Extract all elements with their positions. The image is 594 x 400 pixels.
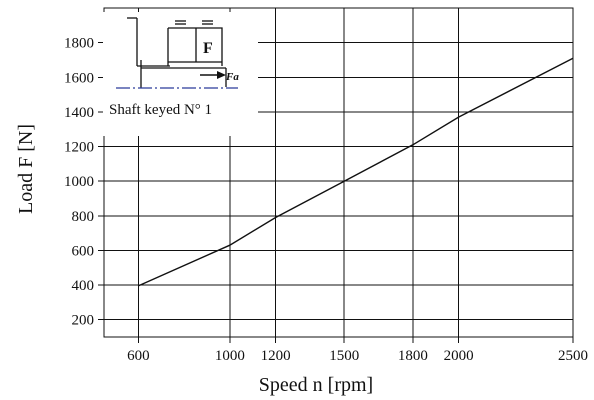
force-label: F — [203, 40, 213, 57]
y-tick-label: 1000 — [64, 174, 94, 190]
y-tick-label: 600 — [72, 243, 95, 259]
y-tick-labels: 200 400 600 800 1000 1200 1400 1600 1800 — [64, 36, 94, 329]
inset-caption: Shaft keyed N° 1 — [109, 102, 212, 118]
y-tick-label: 400 — [72, 278, 95, 294]
x-tick-label: 2500 — [558, 348, 588, 364]
x-tick-label: 2000 — [444, 348, 474, 364]
y-tick-label: 800 — [72, 209, 95, 225]
x-tick-label: 1800 — [398, 348, 428, 364]
axial-force-label: Fa — [225, 71, 239, 83]
y-axis-label: Load F [N] — [15, 124, 37, 214]
x-axis-label: Speed n [rpm] — [259, 374, 373, 396]
x-tick-label: 600 — [127, 348, 150, 364]
plot-frame — [103, 7, 574, 338]
inset-background — [103, 12, 258, 136]
x-tick-label: 1200 — [261, 348, 291, 364]
y-tick-label: 1600 — [64, 70, 94, 86]
x-tick-label: 1000 — [215, 348, 245, 364]
shaft-schematic-inset: F Fa Shaft keyed N° 1 — [103, 12, 258, 136]
x-tick-label: 1500 — [329, 348, 359, 364]
y-tick-label: 1200 — [64, 140, 94, 156]
series-line — [138, 57, 574, 287]
y-tick-label: 1400 — [64, 105, 94, 121]
axial-force-arrow-icon — [200, 71, 226, 79]
y-tick-label: 1800 — [64, 36, 94, 52]
shaft-schematic-icon — [127, 17, 227, 88]
y-tick-label: 200 — [72, 313, 95, 329]
x-tick-labels: 600 1000 1200 1500 1800 2000 2500 — [127, 348, 588, 364]
